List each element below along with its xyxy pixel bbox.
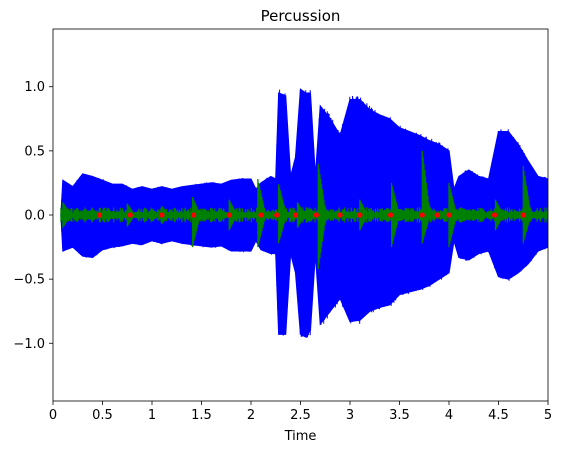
x-tick-label: 3.5 [389, 408, 410, 423]
x-tick-label: 3 [346, 408, 354, 423]
percussive-spike [421, 150, 431, 244]
x-tick-label: 2.5 [290, 408, 311, 423]
x-axis-label: Time [284, 429, 317, 444]
onset-marker [434, 212, 440, 218]
percussive-spike [522, 166, 532, 244]
x-tick-label: 4 [445, 408, 453, 423]
onset-marker [446, 212, 452, 218]
x-tick-label: 1 [148, 408, 156, 423]
onset-marker [258, 212, 264, 218]
y-tick-label: 0.5 [24, 144, 45, 159]
onset-marker [190, 212, 197, 218]
y-tick-label: −1.0 [13, 337, 45, 352]
onset-marker [274, 212, 280, 218]
onset-marker [387, 212, 394, 218]
onset-marker [292, 212, 299, 218]
onset-markers [96, 212, 526, 218]
x-tick-label: 0 [49, 408, 57, 423]
y-axis: 1.0 0.5 0.0 −0.5 −1.0 [13, 80, 53, 352]
x-tick-label: 5 [544, 408, 552, 423]
percussive-spike [191, 197, 201, 248]
onset-marker [357, 212, 363, 218]
y-tick-label: −0.5 [13, 273, 45, 288]
onset-marker [96, 212, 103, 218]
x-tick-label: 2 [247, 408, 255, 423]
plot-area [60, 88, 548, 338]
y-tick-label: 1.0 [24, 80, 45, 95]
x-tick-label: 1.5 [191, 408, 212, 423]
percussive-spike [62, 202, 71, 228]
onset-marker [491, 212, 498, 218]
x-axis: 0 0.5 1 1.5 2 2.5 3 3.5 4 4.5 5 [49, 401, 552, 423]
onset-marker [337, 212, 343, 218]
onset-marker [520, 212, 526, 218]
onset-marker [419, 212, 425, 218]
onset-marker [226, 212, 232, 218]
x-tick-label: 4.5 [488, 408, 509, 423]
x-tick-label: 0.5 [92, 408, 113, 423]
onset-marker [313, 212, 319, 218]
onset-marker [159, 212, 165, 218]
onset-marker [127, 212, 133, 218]
y-tick-label: 0.0 [24, 209, 45, 224]
chart-title: Percussion [261, 7, 341, 25]
